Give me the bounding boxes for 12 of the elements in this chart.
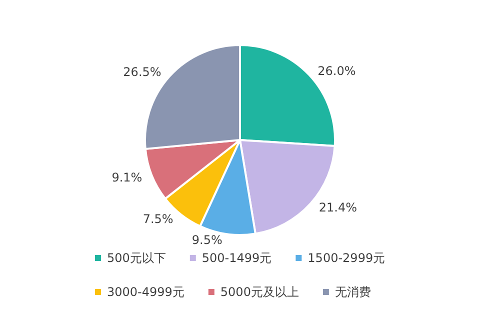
legend-label: 无消费 <box>334 285 371 299</box>
data-label: 26.0% <box>318 64 356 78</box>
data-label: 9.1% <box>112 170 142 184</box>
legend-label: 1500-2999元 <box>308 251 386 265</box>
data-label: 21.4% <box>318 200 358 215</box>
legend-label: 5000元及以上 <box>220 285 299 299</box>
data-label: 7.5% <box>142 212 174 226</box>
data-label: 9.5% <box>192 233 222 248</box>
legend-label: 500元以下 <box>107 251 166 265</box>
legend-label: 500-1499元 <box>202 251 272 265</box>
data-label: 26.5% <box>123 65 162 80</box>
legend-label: 3000-4999元 <box>107 285 184 299</box>
